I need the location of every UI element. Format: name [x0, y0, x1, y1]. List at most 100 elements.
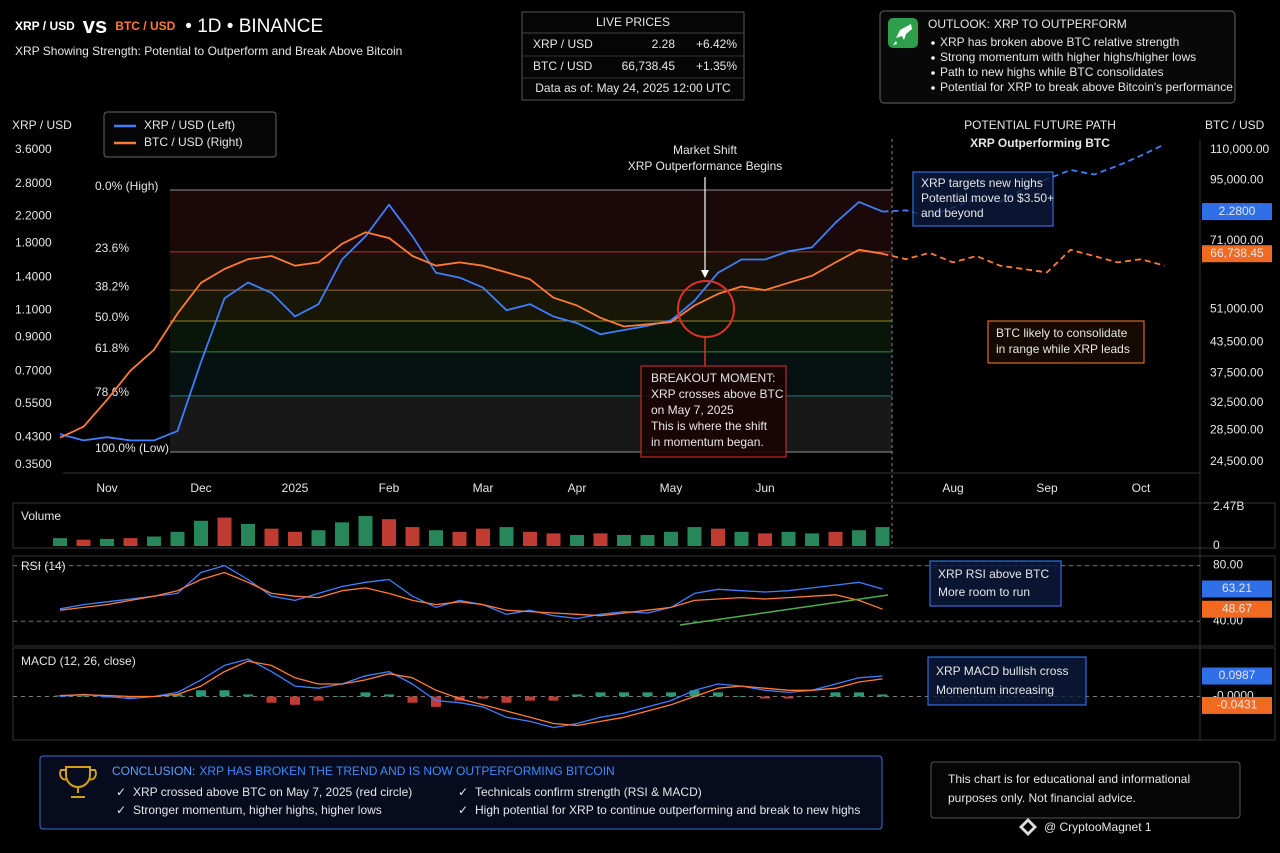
volume-bar — [734, 531, 749, 546]
shift-title: Market Shift — [673, 143, 738, 157]
histogram-bar — [431, 696, 441, 707]
volume-bar — [593, 533, 608, 546]
price-symbol: XRP / USD — [533, 37, 593, 51]
fib-label: 23.6% — [95, 241, 129, 255]
histogram-bar — [736, 696, 747, 697]
price-tag — [1202, 245, 1272, 263]
macd-note: XRP MACD bullish cross — [936, 664, 1068, 678]
volume-panel — [12, 502, 1276, 549]
histogram-bar — [525, 696, 535, 701]
title-vs: vs — [83, 13, 107, 38]
fib-label: 61.8% — [95, 341, 129, 355]
histogram-bar — [877, 694, 888, 697]
y-tick-label: 0.4300 — [15, 429, 52, 443]
histogram-bar — [219, 690, 230, 697]
histogram-bar — [713, 692, 723, 697]
legend: XRP / USD (Left) BTC / USD (Right) — [114, 118, 243, 149]
title-pair-a: XRP / USD — [15, 19, 75, 33]
x-tick-label: Jun — [755, 481, 774, 495]
conclusion-label: CONCLUSION: — [112, 764, 195, 778]
macd-note: Momentum increasing — [936, 683, 1054, 697]
live-prices: LIVE PRICES XRP / USD 2.28 +6.42% BTC / … — [521, 11, 745, 101]
price-tag — [1202, 203, 1272, 221]
x-tick-label: Aug — [942, 481, 963, 495]
series-line — [59, 660, 883, 727]
volume-bar — [382, 519, 396, 546]
shift-subtitle: XRP Outperformance Begins — [628, 159, 783, 173]
x-tick-label: Sep — [1036, 481, 1058, 495]
xrp-target-text: Potential move to $3.50+ — [921, 191, 1054, 205]
conclusion-box — [39, 755, 883, 830]
check: ✓ — [458, 803, 468, 817]
disclaimer: This chart is for educational and inform… — [948, 772, 1190, 786]
histogram-bar — [783, 696, 794, 699]
volume-bar — [217, 517, 232, 546]
y-tick-label: 24,500.00 — [1210, 454, 1264, 468]
histogram-bar — [78, 696, 89, 697]
check: ✓ — [458, 785, 468, 799]
histogram-bar — [172, 694, 183, 697]
y-tick-label: 2.47B — [1213, 499, 1244, 513]
volume-bar — [570, 534, 584, 546]
volume-bar — [147, 536, 161, 546]
rsi-trendline — [679, 594, 889, 626]
volume-bar — [311, 530, 326, 546]
price-change: +1.35% — [696, 59, 737, 73]
histogram-bar — [337, 696, 347, 697]
price-tag-label: -0.0431 — [1217, 698, 1258, 712]
fib-label: 100.0% (Low) — [95, 441, 169, 455]
fib-label: 0.0% (High) — [95, 179, 158, 193]
bullet — [931, 56, 935, 60]
check: ✓ — [116, 803, 126, 817]
outlook-item: Strong momentum with higher highs/higher… — [940, 50, 1196, 64]
volume-bar — [405, 527, 420, 546]
future-subtitle: XRP Outperforming BTC — [970, 136, 1110, 150]
histogram-bar — [360, 692, 371, 697]
x-tick-label: May — [660, 481, 683, 495]
fib-label: 38.2% — [95, 279, 129, 293]
trophy-icon — [59, 766, 97, 798]
projection-line — [882, 248, 1165, 274]
volume-bar — [264, 528, 279, 546]
x-tick-label: Dec — [190, 481, 211, 495]
conclusion-item: Stronger momentum, higher highs, higher … — [133, 803, 382, 817]
volume-bar — [617, 534, 631, 546]
breakout-text: on May 7, 2025 — [651, 403, 734, 417]
volume-bar — [358, 516, 373, 546]
outlook-label: OUTLOOK: — [928, 17, 990, 31]
histogram-bar — [313, 696, 324, 701]
outlook: OUTLOOK: XRP TO OUTPERFORM XRP has broken… — [879, 10, 1236, 104]
y-tick-label: 43,500.00 — [1210, 335, 1264, 349]
price-note: Data as of: May 24, 2025 12:00 UTC — [535, 81, 731, 95]
volume-bar — [499, 527, 514, 546]
outlook-heading: XRP TO OUTPERFORM — [994, 17, 1127, 31]
histogram-bar — [290, 696, 300, 705]
breakout-text: in momentum began. — [651, 435, 764, 449]
histogram-bar — [501, 696, 512, 703]
y-tick-label: 0.7000 — [15, 363, 52, 377]
price-tag-label: 63.21 — [1222, 581, 1252, 595]
price-tag-label: 66,738.45 — [1210, 246, 1264, 260]
volume-bar — [170, 531, 185, 546]
xrp-target-box — [912, 171, 1054, 227]
price-tag-label: 2.2800 — [1219, 204, 1256, 218]
macd-panel — [12, 647, 1276, 741]
series-line — [59, 201, 883, 442]
y-tick-label: 2.2000 — [15, 209, 52, 223]
rsi-panel — [12, 555, 1276, 647]
outlook-item: Potential for XRP to break above Bitcoin… — [940, 80, 1233, 94]
y-tick-label: 0.9000 — [15, 329, 52, 343]
disclaimer-box — [930, 761, 1241, 819]
fib-band — [170, 251, 892, 291]
price-tag — [1202, 580, 1272, 598]
volume-bar — [335, 522, 349, 546]
histogram-bar — [384, 694, 394, 697]
conclusion-title: CONCLUSION: XRP HAS BROKEN THE TREND AND … — [112, 764, 615, 778]
subtitle: XRP Showing Strength: Potential to Outpe… — [15, 44, 402, 58]
future-title: POTENTIAL FUTURE PATH — [964, 118, 1116, 132]
histogram-bar — [595, 692, 606, 697]
outlook-title: OUTLOOK: XRP TO OUTPERFORM — [928, 17, 1127, 31]
volume-bar — [828, 531, 843, 546]
volume-bar — [452, 531, 467, 546]
